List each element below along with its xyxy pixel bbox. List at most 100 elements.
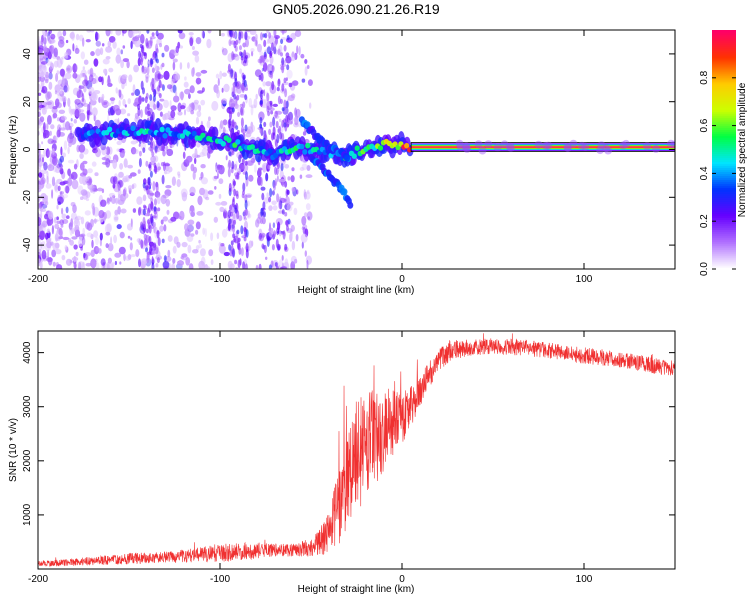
colorbar-step (712, 51, 736, 55)
spectrogram-noise-blob (105, 231, 111, 236)
spectrogram-noise-blob (57, 31, 62, 39)
spectrogram-noise-blob (292, 80, 299, 86)
spectrogram-noise-blob (72, 72, 78, 79)
spectrogram-noise-blob (56, 117, 60, 122)
colorbar-step (712, 185, 736, 188)
spectrogram-noise-blob (79, 73, 83, 78)
ridge-core-blob (377, 145, 384, 151)
spectrogram-noise-blob (119, 231, 125, 239)
spectrogram-noise-blob (113, 234, 117, 244)
spectrogram-noise-blob (38, 149, 41, 157)
spectrogram-noise-blob (118, 171, 124, 178)
spectrogram-noise-band-blob (273, 230, 277, 238)
spectrogram-noise-band-blob (142, 147, 146, 154)
colorbar-step (712, 171, 736, 174)
spectrogram-noise-blob (247, 210, 250, 218)
spectrogram-noise-blob (122, 98, 126, 107)
colorbar-step (712, 97, 736, 101)
spectrogram-noise-band-blob (281, 209, 285, 215)
spectrogram-noise-blob (296, 45, 299, 55)
spectrogram-noise-band-blob (138, 157, 142, 168)
spectrogram-noise-blob (246, 194, 252, 198)
spectrogram-noise-blob (120, 59, 124, 69)
spectrogram-noise-band-blob (285, 114, 289, 124)
spectrogram-noise-blob (127, 113, 131, 117)
spectrogram-noise-band-blob (138, 206, 142, 212)
spectrogram-noise-blob (274, 110, 278, 119)
spectrogram-noise-band-blob (150, 136, 153, 142)
spectrogram-noise-blob (90, 51, 95, 57)
colorbar-ticks: 0.0 0.2 0.4 0.6 0.8 (699, 70, 736, 276)
spectrogram-noise-blob (68, 125, 72, 131)
spectrogram-noise-blob (60, 116, 67, 121)
spectrogram-noise-band-blob (231, 160, 235, 170)
spectrogram-noise-blob (255, 264, 259, 269)
spectrogram-noise-band-blob (238, 31, 242, 41)
spectrogram-noise-blob (88, 86, 95, 95)
spectrogram-noise-blob (56, 129, 61, 138)
spectrogram-noise-band-blob (243, 226, 247, 233)
spectrogram-noise-blob (176, 241, 181, 248)
spectrogram-noise-band-blob (240, 52, 244, 58)
spectrogram-noise-blob (168, 262, 171, 269)
spectrogram-noise-band-blob (238, 247, 242, 255)
spectrogram-noise-blob (101, 146, 107, 156)
spectrogram-noise-blob (107, 257, 112, 264)
spectrogram-noise-band-blob (227, 168, 231, 178)
spectrogram-noise-band-blob (242, 74, 246, 80)
spectrogram-noise-band-blob (231, 198, 235, 208)
spectrogram-noise-blob (127, 235, 131, 239)
spectrogram-noise-blob (191, 46, 195, 50)
spectrogram-noise-blob (251, 240, 254, 247)
spectrogram-noise-blob (222, 119, 228, 126)
ridge-core-blob (130, 125, 136, 132)
spectrogram-noise-blob (65, 206, 69, 214)
spectrogram-noise-blob (82, 66, 86, 70)
spectrogram-noise-blob (306, 165, 311, 171)
spectrogram-noise-blob (116, 47, 121, 56)
ridge-core-blob (273, 152, 279, 159)
spectrogram-noise-blob (79, 112, 86, 122)
spectrogram-noise-band-blob (234, 163, 237, 171)
spectrogram-noise-blob (301, 226, 306, 231)
spectrogram-noise-blob (91, 184, 96, 194)
spectrogram-noise-blob (197, 90, 204, 94)
spectrogram-noise-blob (146, 65, 150, 75)
spectrogram-noise-band-blob (230, 240, 234, 246)
colorbar-step (712, 105, 736, 109)
spectrogram-noise-blob (54, 98, 60, 108)
spectrogram-noise-blob (55, 249, 62, 255)
spectrogram-noise-blob (156, 162, 161, 171)
spectrogram-noise-blob (51, 176, 56, 187)
spectrogram-noise-band-blob (261, 243, 265, 249)
spectrogram-noise-band-blob (148, 224, 152, 234)
spectrogram-noise-band-blob (277, 78, 281, 87)
spectrogram-noise-blob (115, 108, 122, 116)
spectrogram-noise-blob (163, 70, 170, 80)
spectrogram-noise-band-blob (266, 92, 270, 102)
spectrogram-noise-blob (155, 263, 159, 268)
spectrogram-noise-blob (115, 198, 118, 205)
spectrogram-noise-blob (38, 184, 43, 189)
colorbar-step (712, 137, 736, 141)
colorbar-tick-label: 0.4 (699, 166, 710, 180)
spectrogram-noise-blob (39, 208, 47, 212)
spectrogram-noise-blob (285, 55, 292, 64)
spectrogram-noise-band-blob (153, 242, 157, 251)
spectrogram-noise-band-blob (241, 83, 245, 94)
colorbar-step (712, 255, 736, 258)
spectrogram-noise-blob (127, 164, 133, 169)
branch-1-blob (341, 188, 348, 196)
spectrogram-noise-band-blob (228, 244, 232, 251)
spectrogram-noise-blob (49, 61, 53, 70)
spectrogram-noise-blob (73, 261, 77, 269)
signal-band-halo (474, 140, 483, 149)
signal-band-halo (463, 144, 472, 153)
spectrogram-noise-blob (38, 155, 42, 163)
spectrogram-noise-blob (90, 233, 94, 240)
spectrogram-noise-blob (88, 74, 94, 82)
spectrogram-noise-blob (127, 98, 131, 105)
spectrogram-noise-blob (250, 104, 257, 109)
spectrogram-noise-blob (40, 169, 48, 175)
spectrogram-noise-blob (47, 138, 54, 145)
